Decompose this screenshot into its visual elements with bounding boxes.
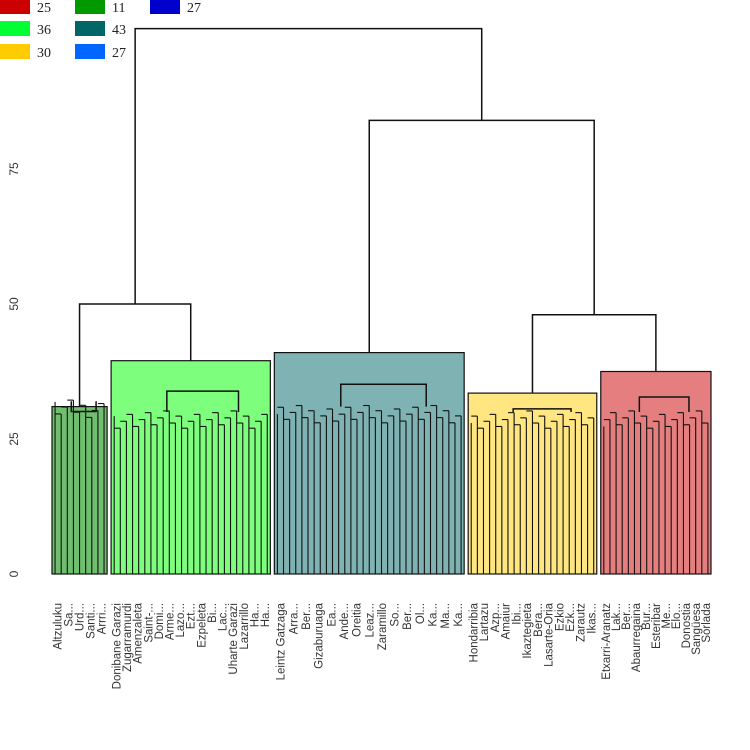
leaf-label: Lasarte-Oria xyxy=(544,602,556,667)
cluster-inner-merge xyxy=(70,401,97,413)
leaf-label: Ezpeleta xyxy=(196,602,208,647)
leaf-label: Ber... xyxy=(402,603,414,630)
leaf-label: Lazarrillo xyxy=(239,603,251,650)
cluster-box-light-green xyxy=(110,360,271,575)
legend-label: 30 xyxy=(37,46,51,61)
legend-swatch xyxy=(75,21,105,36)
leaf-label: Amaiur xyxy=(501,603,513,640)
leaf-label: Leintz Gatzaga xyxy=(276,602,288,680)
leaf-label: Altzuluku xyxy=(53,603,65,650)
leaf-label: Ezk... xyxy=(565,603,577,632)
legend-label: 36 xyxy=(37,23,51,38)
leaf-label: Ka... xyxy=(453,603,465,627)
leaf-label: Bur... xyxy=(641,603,653,630)
link-right-group xyxy=(368,119,595,353)
legend-item: 25 xyxy=(0,0,51,16)
leaf-label: Bi... xyxy=(207,603,219,623)
legend-swatch xyxy=(0,44,30,59)
leaf-label: Ber... xyxy=(621,603,633,630)
leaf-label: Ha... xyxy=(249,603,261,627)
leaf-label: Lac... xyxy=(218,603,230,631)
leaf-label: Ande... xyxy=(339,603,351,639)
legend-label: 27 xyxy=(187,1,201,16)
leaf-label: Zaramillo xyxy=(377,603,389,650)
leaf-label: Oreitia xyxy=(352,602,364,636)
cluster-box-red xyxy=(600,370,712,575)
legend-swatch xyxy=(75,0,105,14)
leaf-label: Uharte Garazi xyxy=(228,603,240,675)
legend-item: 27 xyxy=(150,0,201,16)
leaf-label: Zugarramurdi xyxy=(122,603,134,672)
leaf-label: Ol... xyxy=(415,603,427,624)
cluster-inner-merge xyxy=(512,408,572,412)
dendrogram-links xyxy=(78,27,657,407)
leaf-label: Sorlada xyxy=(701,602,713,642)
leaf-label: Amenzaleta xyxy=(133,602,145,663)
legend-label: 43 xyxy=(112,23,126,38)
legend-swatch xyxy=(75,44,105,59)
leaf-label: Me... xyxy=(661,603,673,629)
leaf-label: Bera... xyxy=(533,603,545,637)
legend-swatch xyxy=(0,21,30,36)
leaf-label: So... xyxy=(390,603,402,627)
leaf-label: Domi... xyxy=(154,603,166,639)
legend-item: 36 xyxy=(0,21,51,38)
leaf-label: Ikaztegieta xyxy=(522,602,534,658)
cluster-boxes xyxy=(51,352,712,575)
leaf-label: Lazo... xyxy=(175,603,187,638)
leaf-label: Azp... xyxy=(490,603,502,632)
leaf-label: Esteribar xyxy=(651,603,663,649)
legend: 25 36 30 11 43 27 27 xyxy=(0,0,201,61)
leaf-label: Sa... xyxy=(64,603,76,627)
leaf-label: Arra... xyxy=(288,603,300,634)
leaf-label: Arme... xyxy=(164,603,176,640)
legend-label: 27 xyxy=(112,46,126,61)
legend-item: 11 xyxy=(75,0,125,16)
legend-item: 27 xyxy=(75,44,126,61)
legend-label: 25 xyxy=(37,1,51,16)
leaf-labels: Altzuluku Sa... Urd... Santi... Arrri... Doni… xyxy=(53,602,713,689)
cluster-inner-merge xyxy=(340,383,427,407)
legend-swatch xyxy=(0,0,30,14)
y-tick-label: 50 xyxy=(7,297,21,311)
legend-swatch xyxy=(150,0,180,14)
leaf-label: Zarautz xyxy=(576,603,588,642)
leaf-label: Ea... xyxy=(326,603,338,627)
leaf-label: Lartazu xyxy=(479,603,491,641)
legend-item: 30 xyxy=(0,44,51,61)
leaf-label: Gizaburuaga xyxy=(314,602,326,668)
leaf-label: Saint-... xyxy=(143,603,155,643)
leaf-label: Ber... xyxy=(301,603,313,630)
leaf-label: Santi... xyxy=(86,603,98,639)
leaf-label: Etxarri-Aranatz xyxy=(601,603,613,680)
y-tick-label: 25 xyxy=(7,432,21,446)
leaf-label: Ha... xyxy=(260,603,272,627)
legend-item: 43 xyxy=(75,21,126,38)
leaf-label: Abaurregaina xyxy=(631,602,643,672)
link-root xyxy=(134,27,483,304)
legend-label: 11 xyxy=(112,1,125,16)
leaf-label: Donibane Garazi xyxy=(111,603,123,689)
leaf-label: Ikas... xyxy=(586,603,598,634)
leaf-label: Arrri... xyxy=(97,603,109,634)
y-axis: 0 25 50 75 xyxy=(7,162,21,577)
y-tick-label: 0 xyxy=(7,570,21,577)
leaf-label: Donostia xyxy=(681,602,693,648)
leaf-label: Ezkio xyxy=(554,603,566,631)
leaf-label: Sangüesa xyxy=(691,602,703,654)
leaf-label: Urd... xyxy=(75,603,87,631)
leaf-label: Ibi... xyxy=(511,603,523,625)
leaf-label: Elo... xyxy=(671,603,683,629)
cluster-inner-merge xyxy=(166,390,240,412)
cluster-inner-merge xyxy=(638,396,690,412)
leaf-label: Ma... xyxy=(440,603,452,629)
leaf-label: Ka... xyxy=(428,603,440,627)
y-tick-label: 75 xyxy=(7,162,21,176)
leaf-label: Leaz... xyxy=(364,603,376,638)
leaf-label: Lak... xyxy=(611,603,623,631)
leaf-label: Hondarribia xyxy=(469,602,481,662)
leaf-label: Ezt... xyxy=(186,603,198,629)
